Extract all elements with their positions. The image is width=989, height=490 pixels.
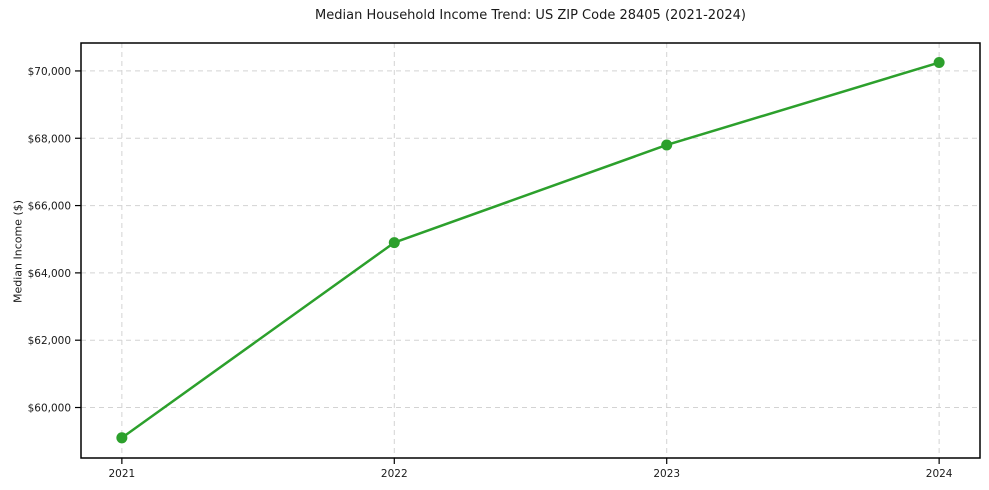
y-tick-label: $62,000 — [28, 335, 71, 347]
data-point-marker — [388, 237, 400, 249]
plot-border — [80, 42, 981, 459]
data-point-marker — [116, 432, 128, 444]
data-point-marker — [661, 139, 673, 151]
income-line-series — [120, 61, 941, 440]
x-tick-label: 2024 — [926, 468, 953, 480]
x-tick-label: 2023 — [653, 468, 680, 480]
y-tick-label: $60,000 — [28, 403, 71, 415]
y-tick-label: $68,000 — [28, 133, 71, 145]
y-tick-label: $64,000 — [28, 268, 71, 280]
x-tick-label: 2021 — [108, 468, 135, 480]
y-tick-label: $70,000 — [28, 66, 71, 78]
y-tick-label: $66,000 — [28, 201, 71, 213]
chart-title: Median Household Income Trend: US ZIP Co… — [315, 8, 746, 23]
x-tick-label: 2022 — [381, 468, 408, 480]
data-point-marker — [933, 57, 945, 69]
